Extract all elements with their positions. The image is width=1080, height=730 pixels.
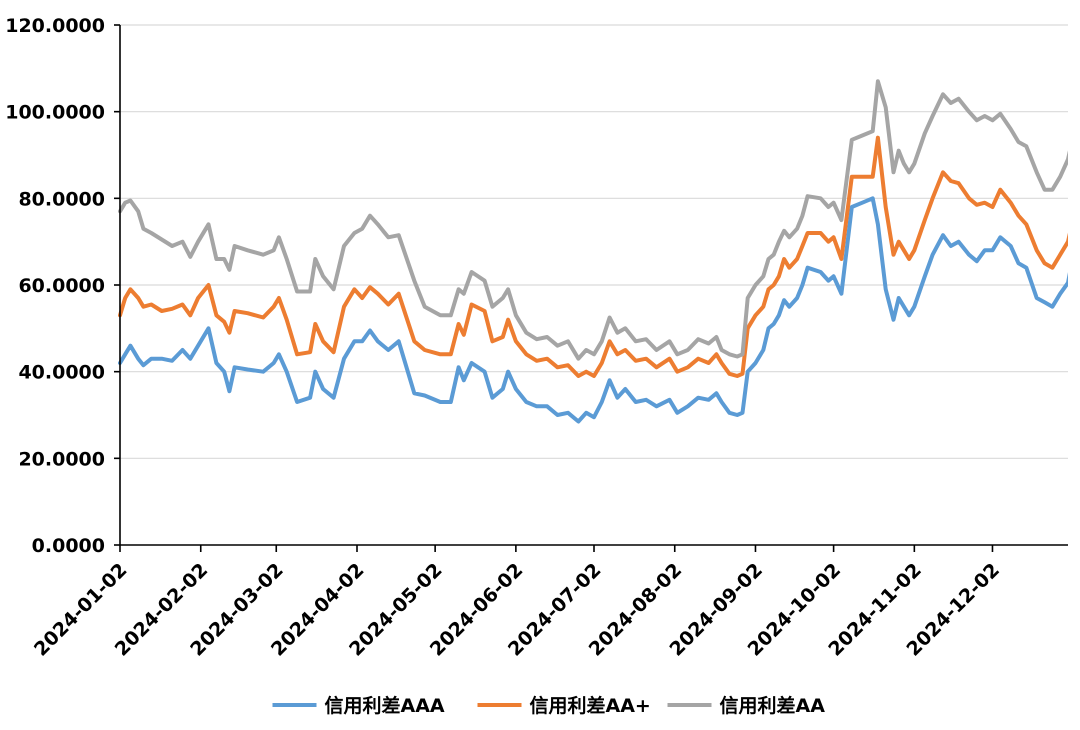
series-line-1 (118, 135, 1068, 378)
y-tick-label: 60.0000 (18, 275, 105, 297)
y-tick-label: 40.0000 (18, 362, 105, 384)
y-tick-label: 0.0000 (32, 535, 105, 557)
legend-label: 信用利差AA+ (530, 694, 651, 717)
series-lines (118, 79, 1068, 424)
series-line-0 (118, 196, 1068, 424)
x-axis-ticks: 2024-01-022024-02-022024-03-022024-04-02… (30, 559, 1004, 661)
legend-label: 信用利差AA (720, 694, 826, 717)
y-tick-label: 100.0000 (5, 102, 105, 124)
legend: 信用利差AAA 信用利差AA+ 信用利差AA (272, 694, 826, 717)
grid-lines (120, 24, 1068, 459)
y-tick-label: 120.0000 (5, 15, 105, 37)
y-axis-ticks: 0.0000 20.0000 40.0000 60.0000 80.0000 100.00… (5, 15, 105, 557)
legend-label: 信用利差AAA (325, 694, 445, 717)
series-line-2 (118, 79, 1068, 361)
axes (114, 24, 1068, 552)
y-tick-label: 20.0000 (18, 448, 105, 470)
y-tick-label: 80.0000 (18, 188, 105, 210)
